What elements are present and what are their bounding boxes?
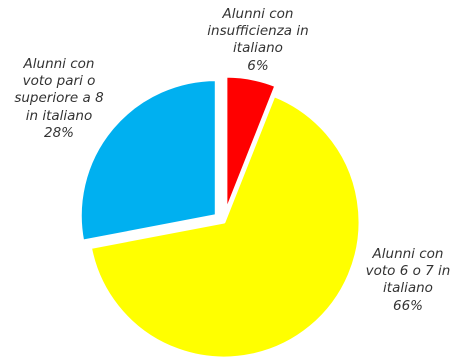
data-label-voto-6-7-line-1: Alunni con [372,246,444,262]
data-label-voto-6-7-line-2: voto 6 o 7 in [365,263,451,280]
data-label-voto-8-line-3: superiore a 8 [14,90,104,107]
pie-slices [78,74,362,360]
data-label-voto-6-7: Alunni con voto 6 o 7 in italiano 66% [354,246,462,315]
slice-voto-6-7 [88,94,362,360]
data-label-voto-6-7-line-3: italiano [383,280,433,297]
data-label-insufficienza-percent: 6% [247,57,269,74]
data-label-voto-8-line-1: Alunni con [23,56,95,72]
data-label-voto-6-7-percent: 66% [392,297,423,314]
slice-voto-8 [78,78,218,243]
data-label-insufficienza-line-2: insufficienza in [207,23,309,40]
data-label-insufficienza: Alunni con insufficienza in italiano 6% [190,6,326,75]
data-label-voto-8: Alunni con voto pari o superiore a 8 in … [5,56,113,142]
data-label-insufficienza-line-3: italiano [233,40,283,57]
slice-insufficienza [224,74,278,214]
data-label-voto-8-line-4: in italiano [25,107,93,124]
data-label-voto-8-line-2: voto pari o [22,73,96,90]
data-label-insufficienza-line-1: Alunni con [222,6,294,22]
data-label-voto-8-percent: 28% [43,124,74,141]
